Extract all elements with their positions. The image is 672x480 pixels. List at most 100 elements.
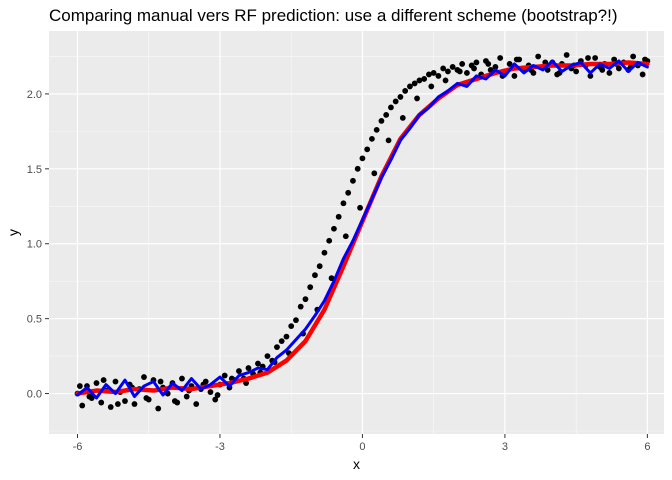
data-point: [459, 61, 466, 67]
data-point: [485, 61, 492, 67]
x-axis-title: x: [353, 456, 360, 472]
data-point: [414, 95, 420, 102]
x-tick-label: -3: [215, 441, 225, 453]
data-point: [157, 378, 164, 385]
data-point: [416, 77, 423, 84]
data-point: [511, 73, 518, 79]
data-point: [221, 372, 228, 379]
y-axis-title: y: [5, 229, 21, 236]
data-point: [155, 405, 162, 412]
data-point: [615, 65, 622, 72]
data-point: [274, 344, 280, 351]
data-point: [350, 177, 356, 184]
data-point: [599, 67, 606, 73]
data-point: [426, 71, 432, 78]
data-point: [293, 317, 299, 324]
data-point: [214, 392, 221, 398]
data-point: [354, 165, 361, 172]
data-point: [497, 55, 504, 61]
data-point: [342, 233, 349, 240]
data-point: [326, 237, 333, 244]
data-point: [435, 73, 442, 79]
rf-prediction-line: [75, 59, 649, 400]
y-axis-ticks: 0.0 0.5 1.0 1.5 2.0: [27, 89, 49, 401]
data-point: [611, 56, 618, 63]
data-point: [392, 98, 399, 105]
x-tick-label: 6: [644, 441, 650, 453]
data-point: [397, 94, 404, 100]
data-point: [592, 55, 599, 61]
x-tick-label: 3: [502, 441, 508, 453]
data-point: [76, 383, 83, 389]
data-point: [93, 380, 100, 386]
data-point: [312, 272, 318, 279]
data-point: [428, 83, 435, 90]
data-point: [112, 378, 119, 385]
x-tick-label: 0: [359, 441, 365, 453]
y-tick-label: 0.0: [27, 389, 42, 401]
data-point: [535, 53, 542, 60]
data-point: [183, 393, 190, 400]
data-point: [245, 365, 252, 371]
data-point: [193, 401, 200, 407]
data-point: [630, 53, 637, 60]
data-point: [212, 396, 219, 403]
data-point: [114, 401, 121, 407]
data-point: [473, 59, 480, 66]
minor-gridlines: [49, 31, 664, 434]
data-point: [456, 68, 463, 75]
data-point: [373, 126, 380, 133]
data-point: [100, 377, 107, 383]
x-tick-label: -6: [73, 441, 83, 453]
data-point: [141, 374, 147, 380]
data-point: [440, 65, 447, 72]
y-tick-label: 1.0: [27, 239, 42, 251]
data-point: [321, 249, 328, 256]
data-point: [445, 68, 451, 75]
data-point: [335, 213, 342, 220]
data-point: [359, 155, 366, 162]
data-point: [307, 284, 314, 291]
data-point: [492, 64, 499, 70]
data-point: [642, 56, 648, 63]
data-point: [316, 263, 323, 270]
data-point: [357, 204, 363, 211]
data-point: [471, 65, 477, 72]
data-point: [513, 56, 520, 63]
data-point: [442, 77, 449, 84]
data-point: [606, 70, 613, 76]
y-tick-label: 0.5: [27, 314, 42, 326]
data-point: [421, 76, 428, 82]
data-point: [207, 389, 214, 395]
data-point: [407, 83, 413, 90]
data-point: [331, 225, 337, 232]
data-point: [587, 73, 594, 79]
data-point: [288, 323, 295, 330]
data-point: [371, 170, 378, 177]
data-point: [264, 353, 271, 359]
data-point: [86, 393, 93, 400]
data-point: [402, 88, 409, 94]
data-point: [107, 404, 114, 410]
data-point: [143, 395, 150, 401]
data-point: [236, 368, 242, 374]
data-point: [411, 80, 418, 87]
data-point: [131, 401, 138, 407]
data-point: [98, 399, 105, 406]
data-point: [385, 137, 392, 144]
data-point: [430, 70, 437, 76]
data-point: [378, 117, 385, 124]
data-point: [506, 61, 513, 67]
data-point: [302, 296, 309, 303]
data-point: [122, 398, 128, 404]
data-point: [297, 303, 304, 310]
data-point: [283, 333, 290, 340]
y-tick-label: 1.5: [27, 164, 42, 176]
data-point: [399, 114, 406, 121]
data-point: [79, 402, 86, 409]
data-point: [345, 189, 352, 196]
data-point: [449, 64, 456, 70]
data-point: [340, 200, 347, 207]
data-point: [573, 68, 580, 75]
